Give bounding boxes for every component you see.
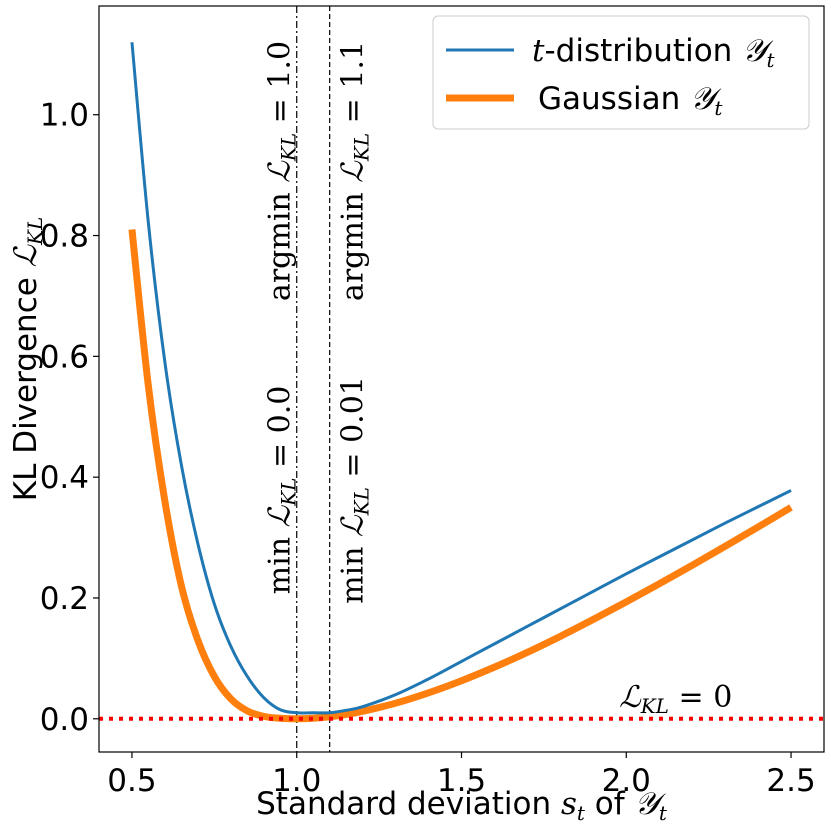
y-tick-label-0: 0.0 xyxy=(40,702,89,738)
y-tick-label-4: 0.8 xyxy=(40,219,89,255)
y-axis-label: KL Divergence ℒKL xyxy=(8,217,47,502)
vline-annotations: argmin ℒKL = 1.0 min ℒKL = 0.0 argmin ℒK… xyxy=(263,41,374,604)
y-tick-label-5: 1.0 xyxy=(40,98,89,134)
series-line-t-distribution xyxy=(130,42,792,715)
legend: t-distribution 𝒴t Gaussian 𝒴t xyxy=(432,15,810,130)
y-tick-label-3: 0.6 xyxy=(40,339,89,375)
y-tick-label-1: 0.2 xyxy=(40,581,89,617)
x-tick-label-2: 1.5 xyxy=(437,763,486,799)
hline-label: ℒKL = 0 xyxy=(619,680,732,718)
x-axis-label: Standard deviation st of 𝒴t xyxy=(256,786,668,825)
series-line-gaussian xyxy=(128,229,793,723)
series-layer xyxy=(99,6,824,752)
legend-label-gaussian: Gaussian 𝒴t xyxy=(538,81,723,120)
x-tick-label-4: 2.5 xyxy=(766,763,815,799)
vline2-argmin-label: argmin ℒKL = 1.1 xyxy=(336,41,374,301)
vline1-argmin-label: argmin ℒKL = 1.0 xyxy=(263,41,301,301)
y-tick-label-2: 0.4 xyxy=(40,460,89,496)
legend-label-t-distribution: t-distribution 𝒴t xyxy=(532,33,775,72)
legend-box xyxy=(432,15,810,130)
vline2-min-label: min ℒKL = 0.01 xyxy=(336,376,374,604)
x-tick-label-1: 1.0 xyxy=(272,763,321,799)
x-tick-label-3: 2.0 xyxy=(602,763,651,799)
ticks-layer: 0.5 1.0 1.5 2.0 2.5 0.0 0.2 0.4 0.6 0.8 1.0 xyxy=(40,5,825,799)
x-tick-label-0: 0.5 xyxy=(107,763,156,799)
vline1-min-label: min ℒKL = 0.0 xyxy=(263,386,301,595)
